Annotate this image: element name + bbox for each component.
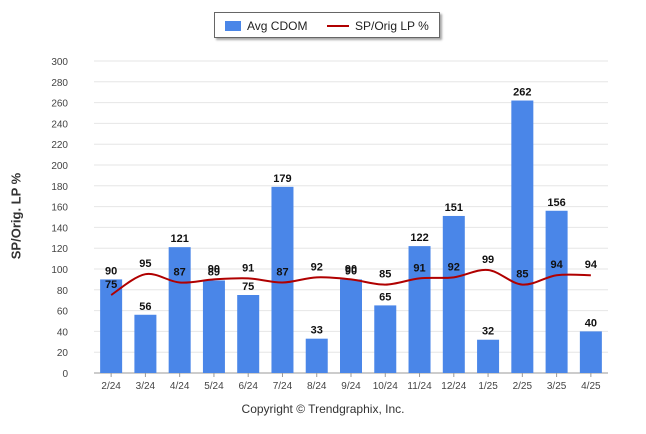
line-value-label: 90 [208, 263, 220, 275]
y-tick-label: 280 [51, 78, 68, 89]
line-value-label: 94 [550, 259, 563, 271]
legend: Avg CDOM SP/Orig LP % [214, 12, 440, 38]
x-tick-label: 11/24 [407, 381, 432, 392]
bar-value-label: 33 [311, 325, 323, 337]
x-tick-label: 4/24 [170, 381, 190, 392]
line-value-label: 90 [345, 263, 357, 275]
bar [202, 280, 225, 373]
y-tick-label: 240 [51, 119, 68, 130]
line-path [110, 268, 591, 296]
x-tick-label: 12/24 [441, 381, 466, 392]
line-value-label: 87 [276, 267, 288, 279]
y-tick-label: 20 [57, 348, 69, 359]
legend-line-label: SP/Orig LP % [355, 19, 429, 33]
y-tick-label: 300 [51, 57, 68, 68]
y-tick-label: 80 [57, 286, 69, 297]
bar [374, 305, 397, 373]
bar-value-label: 89 [208, 266, 220, 278]
y-tick-label: 100 [51, 265, 68, 276]
y-tick-label: 160 [51, 203, 68, 214]
x-tick-label: 7/24 [273, 381, 293, 392]
y-tick-label: 120 [51, 244, 68, 255]
x-tick-label: 10/24 [373, 381, 398, 392]
line-value-label: 91 [242, 262, 254, 274]
bar [579, 331, 602, 373]
bar [340, 279, 362, 373]
line-value-label: 92 [448, 261, 460, 273]
x-tick-label: 5/24 [204, 381, 224, 392]
y-tick-label: 220 [51, 140, 68, 151]
data-labels: 90 56 121 89 75 179 33 90 65 122 151 32 262 156 40 75 95… [105, 87, 598, 338]
line-series [110, 268, 591, 296]
bar [100, 279, 123, 373]
bar [305, 338, 328, 373]
x-tick-label: 6/24 [238, 381, 258, 392]
legend-line-swatch [327, 25, 349, 27]
line-value-label: 94 [585, 259, 598, 271]
x-tick-label: 1/25 [478, 381, 498, 392]
line-value-label: 87 [174, 267, 186, 279]
line-value-label: 95 [139, 258, 151, 270]
line-value-label: 91 [413, 262, 425, 274]
bar-value-label: 65 [379, 291, 391, 303]
x-tick-label: 4/25 [581, 381, 601, 392]
line-value-label: 85 [516, 269, 528, 281]
bar-value-label: 179 [273, 173, 291, 185]
bar-value-label: 121 [170, 233, 188, 245]
bar [237, 295, 260, 373]
y-axis-label: SP/Orig. LP % [8, 172, 24, 260]
x-tick-label: 2/24 [101, 381, 121, 392]
y-axis-ticks: 0 20 40 60 80 100 120 140 160 180 200 220 240 260 280 3… [51, 57, 68, 380]
bar-value-label: 32 [482, 326, 494, 338]
x-axis-ticks: 2/24 3/24 4/24 5/24 6/24 7/24 8/24 9/24 10/24 11/… [101, 373, 601, 392]
y-tick-label: 40 [57, 327, 69, 338]
bar-value-label: 56 [139, 301, 151, 313]
y-tick-label: 140 [51, 223, 68, 234]
bar-value-label: 151 [445, 202, 463, 214]
x-tick-label: 2/25 [513, 381, 533, 392]
x-tick-label: 9/24 [341, 381, 361, 392]
bar [271, 186, 294, 373]
x-tick-label: 3/25 [547, 381, 567, 392]
bar-value-label: 90 [105, 265, 117, 277]
bar-value-label: 262 [513, 87, 531, 99]
line-value-label: 75 [105, 279, 117, 291]
legend-bar-label: Avg CDOM [247, 19, 308, 33]
bar [168, 247, 191, 373]
line-value-label: 92 [311, 261, 323, 273]
y-tick-label: 260 [51, 99, 68, 110]
bar [545, 210, 568, 373]
x-tick-label: 8/24 [307, 381, 327, 392]
bar-value-label: 156 [547, 197, 565, 209]
y-tick-label: 200 [51, 161, 68, 172]
y-tick-label: 60 [57, 307, 69, 318]
copyright-text: Copyright © Trendgraphix, Inc. [241, 402, 405, 416]
line-value-label: 99 [482, 254, 494, 266]
bar [442, 215, 465, 373]
x-tick-label: 3/24 [136, 381, 156, 392]
bar-value-label: 75 [242, 281, 254, 293]
bar-value-label: 90 [345, 265, 357, 277]
legend-bar-swatch [225, 21, 241, 31]
y-tick-label: 180 [51, 182, 68, 193]
bar-value-label: 40 [585, 317, 597, 329]
bar-series [100, 100, 602, 374]
bar [477, 339, 500, 373]
bar-value-label: 122 [410, 232, 428, 244]
y-tick-label: 0 [62, 369, 68, 380]
line-value-label: 85 [379, 269, 391, 281]
bar [511, 100, 534, 374]
bar [134, 314, 157, 373]
